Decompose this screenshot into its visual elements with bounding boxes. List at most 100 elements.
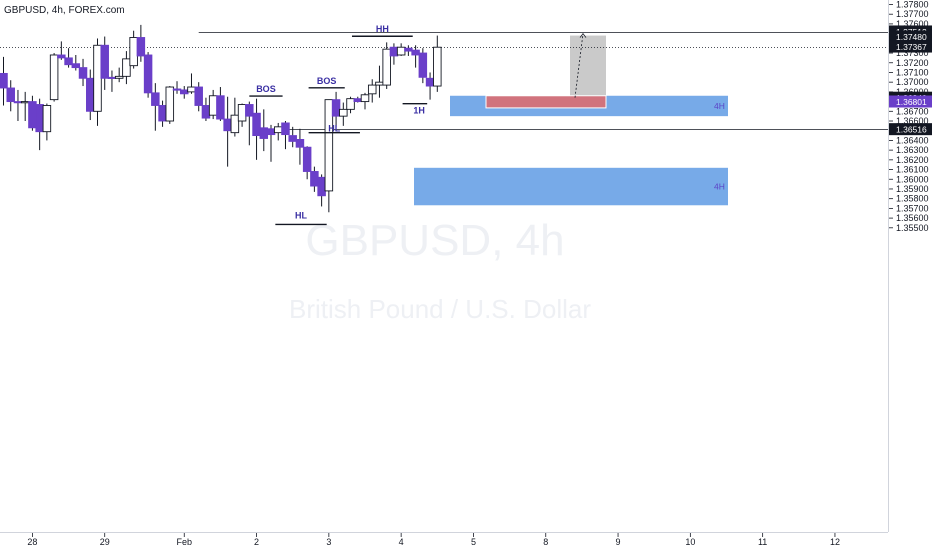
candle	[49, 53, 59, 102]
zones-layer: 4H 4H	[414, 35, 728, 206]
candle	[288, 126, 297, 148]
candle	[194, 82, 203, 112]
candle-body-bearish	[179, 89, 189, 95]
candle-body-bearish	[158, 105, 167, 122]
projection-arrow	[574, 33, 584, 98]
annotations-layer: BOS BOS HL HL HH 1H	[249, 24, 587, 226]
candle-body-bullish	[346, 98, 355, 110]
candle	[158, 100, 167, 127]
candle-body-bearish	[6, 87, 15, 103]
x-tick-label: 5	[471, 537, 476, 547]
candle	[404, 45, 413, 56]
y-tick-label: 1.36600	[896, 116, 929, 126]
candle-body-bearish	[302, 146, 312, 172]
candles-layer	[0, 24, 442, 213]
candle-body-bullish	[208, 95, 218, 116]
candle	[310, 166, 319, 192]
candle	[122, 51, 131, 85]
price-tag	[889, 95, 932, 108]
candle-body-bullish	[230, 114, 240, 134]
candle-body-bearish	[252, 112, 261, 137]
candle	[28, 95, 37, 131]
y-tick-label: 1.36400	[896, 135, 929, 145]
candle-body-bullish	[114, 75, 124, 79]
candle-body-bearish	[223, 118, 232, 132]
zone-1h-outline	[485, 95, 607, 109]
candle-body-bearish	[281, 122, 290, 136]
candle	[230, 97, 240, 137]
y-tick-label: 1.36300	[896, 145, 929, 155]
candle-body-bullish	[273, 126, 283, 134]
price-tag	[889, 30, 932, 43]
x-tick-label: 10	[685, 537, 695, 547]
y-tick-label: 1.36200	[896, 155, 929, 165]
candle	[360, 92, 370, 110]
candle-body-bullish	[324, 99, 334, 192]
candle	[389, 43, 399, 65]
candle-body-bearish	[389, 46, 399, 57]
candle-body-bearish	[143, 54, 153, 94]
candle-body-bullish	[433, 46, 442, 87]
candle-body-bearish	[425, 77, 435, 87]
candle-body-bullish	[367, 84, 377, 95]
y-tick-label: 1.37000	[896, 77, 929, 87]
candle	[237, 103, 247, 127]
candle	[339, 102, 348, 126]
x-tick-label: 12	[830, 537, 840, 547]
candle-body-bullish	[20, 101, 30, 104]
price-tag	[889, 123, 932, 136]
y-tick-label: 1.35600	[896, 213, 929, 223]
candle-body-bearish	[310, 171, 319, 187]
y-tick-label: 1.37300	[896, 48, 929, 58]
annotation-hl: HL	[295, 210, 307, 220]
annotation-1h: 1H	[413, 106, 425, 116]
candle	[35, 98, 44, 151]
y-tick-label: 1.36700	[896, 106, 929, 116]
candle-body-bearish	[57, 54, 66, 59]
candle	[201, 97, 211, 122]
x-tick-label: 9	[616, 537, 621, 547]
zone-4h-lower-label: 4H	[714, 181, 725, 191]
candle-body-bearish	[418, 52, 428, 78]
candle	[187, 73, 196, 94]
price-tag-label: 1.37367	[896, 42, 927, 52]
candle-body-bullish	[49, 54, 59, 101]
candle	[396, 43, 406, 56]
candle-body-bearish	[35, 104, 44, 133]
watermark-description: British Pound / U.S. Dollar	[289, 294, 591, 324]
price-tag-label: 1.36516	[896, 125, 927, 135]
candle	[266, 124, 276, 162]
y-tick-label: 1.35900	[896, 184, 929, 194]
x-tick-label: 28	[27, 537, 37, 547]
candle	[0, 56, 8, 106]
candle	[93, 38, 102, 126]
annotation-bos: BOS	[256, 84, 276, 94]
candle-body-bearish	[404, 47, 413, 52]
symbol-title[interactable]: GBPUSD, 4h, FOREX.com	[4, 5, 125, 16]
candle-body-bearish	[295, 139, 305, 148]
y-tick-label: 1.36000	[896, 174, 929, 184]
candle-body-bearish	[331, 99, 341, 117]
x-tick-label: 4	[399, 537, 404, 547]
candle-body-bearish	[353, 98, 363, 103]
candle	[13, 89, 23, 122]
x-tick-label: 3	[326, 537, 331, 547]
time-axis[interactable]: 28 29 Feb 2 3 4 5 8 9 10 11 12	[27, 533, 840, 547]
candle-body-bearish	[13, 101, 23, 104]
y-tick-label: 1.37800	[896, 0, 929, 10]
candle	[20, 91, 30, 122]
candle-body-bearish	[64, 57, 73, 66]
candle	[346, 96, 355, 114]
y-tick-label: 1.37700	[896, 9, 929, 19]
candle-body-bullish	[93, 44, 102, 112]
candle	[179, 86, 189, 99]
annotation-bos: BOS	[317, 76, 337, 86]
candle	[86, 69, 95, 121]
x-tick-label: 29	[100, 537, 110, 547]
candle	[64, 48, 73, 68]
candle	[295, 128, 305, 165]
candle-body-bearish	[71, 63, 81, 69]
y-tick-label: 1.37600	[896, 19, 929, 29]
candle-body-bearish	[201, 105, 211, 119]
